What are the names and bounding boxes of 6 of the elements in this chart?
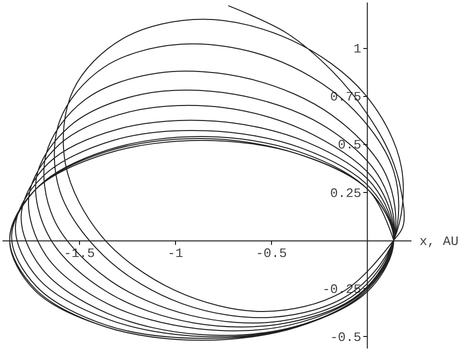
- x-tick-label: -1: [168, 246, 184, 261]
- y-tick-label: -0.5: [330, 330, 362, 345]
- y-tick-label: 0.25: [330, 186, 362, 201]
- x-axis-title: x, AU: [420, 234, 459, 249]
- x-tick-label: -0.5: [256, 246, 287, 261]
- y-tick-label: 1: [354, 42, 362, 57]
